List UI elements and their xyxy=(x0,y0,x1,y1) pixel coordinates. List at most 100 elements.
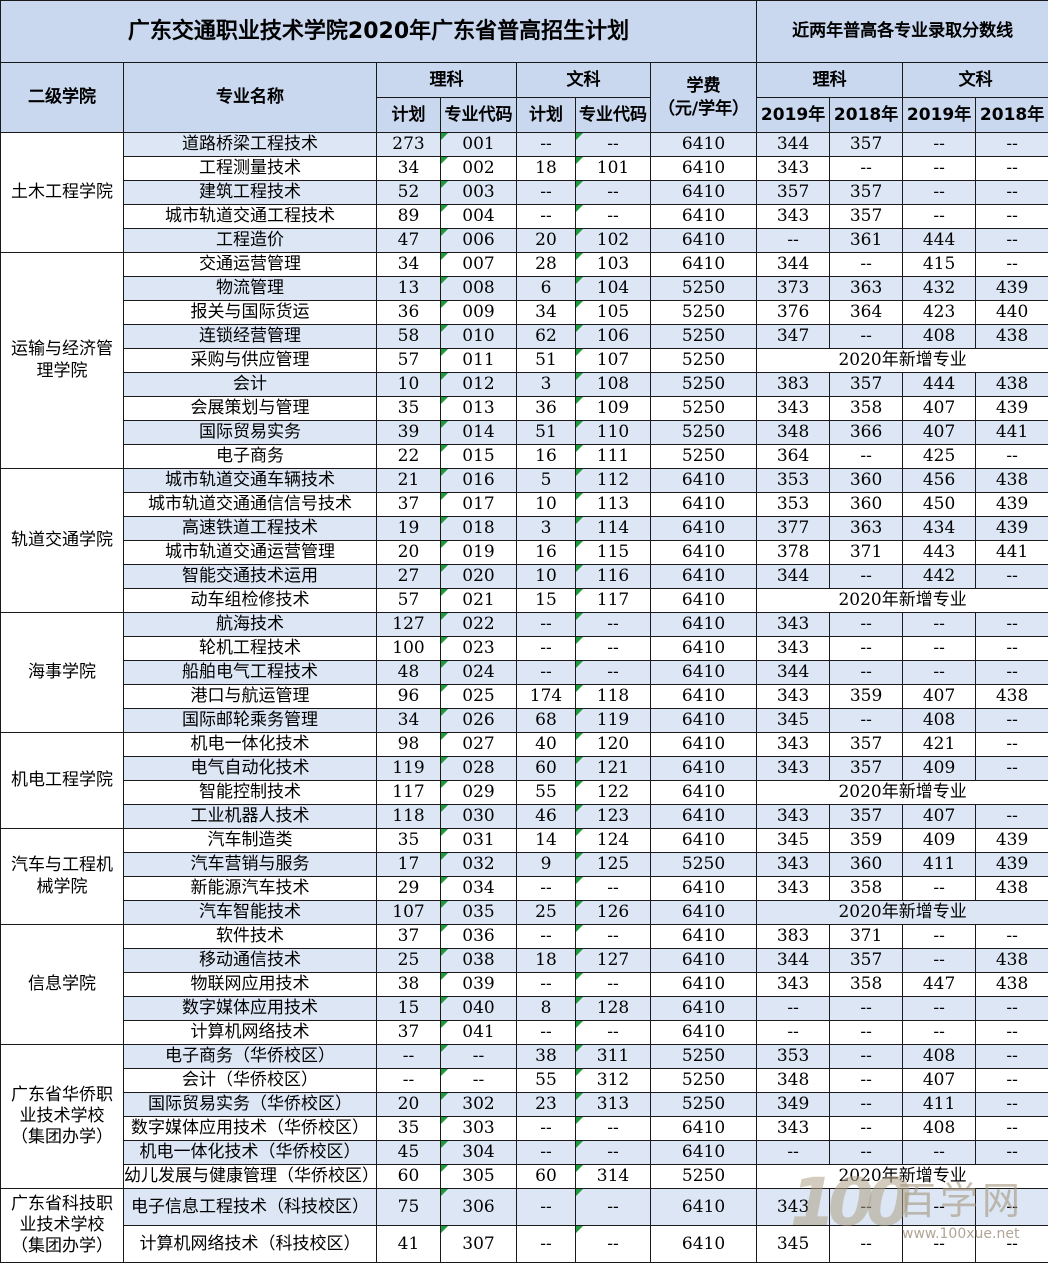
arts-header: 文科 xyxy=(516,62,651,98)
score-science-2019: 373 xyxy=(756,276,831,301)
score-arts-2019: -- xyxy=(902,1140,977,1165)
score-arts-header: 文科 xyxy=(902,62,1048,98)
table-row: 船舶电气工程技术 48 024 -- -- 6410 344 -- -- -- xyxy=(1,660,1048,685)
science-code: 025 xyxy=(440,684,517,709)
table-row: 工程测量技术 34 002 18 101 6410 343 -- -- -- xyxy=(1,156,1048,181)
tuition: 6410 xyxy=(649,252,758,277)
arts-code: 124 xyxy=(575,828,651,853)
score-science-2019: -- xyxy=(756,1140,831,1165)
score-arts-2018: 439 xyxy=(975,276,1048,301)
arts-plan: -- xyxy=(516,1140,576,1165)
science-code: 027 xyxy=(440,732,517,757)
arts-2019-header: 2019年 xyxy=(902,97,977,133)
table-row: 数字媒体应用技术（华侨校区） 35 303 -- -- 6410 343 -- 408 -- xyxy=(1,1116,1048,1141)
score-science-2018: -- xyxy=(829,252,904,277)
arts-code: -- xyxy=(575,972,651,997)
tuition: 6410 xyxy=(649,180,758,205)
arts-plan: 3 xyxy=(516,516,576,541)
arts-plan: 51 xyxy=(516,348,576,373)
tuition: 6410 xyxy=(649,588,758,613)
score-arts-2019: 444 xyxy=(902,228,977,253)
arts-code: -- xyxy=(575,1225,651,1263)
major-name: 城市轨道交通工程技术 xyxy=(123,204,377,229)
major-name: 机电一体化技术 xyxy=(123,732,377,757)
tuition: 6410 xyxy=(649,1225,758,1263)
major-name: 轮机工程技术 xyxy=(123,636,377,661)
science-plan: 273 xyxy=(376,132,441,157)
score-science-2018: -- xyxy=(829,156,904,181)
science-plan: 100 xyxy=(376,636,441,661)
college-name: 机电工程学院 xyxy=(0,732,124,829)
major-name: 城市轨道交通通信信号技术 xyxy=(123,492,377,517)
tuition-header: 学费 （元/学年） xyxy=(649,62,758,133)
science-plan: 48 xyxy=(376,660,441,685)
science-code: 017 xyxy=(440,492,517,517)
score-science-2018: 357 xyxy=(829,180,904,205)
score-science-2019: 348 xyxy=(756,420,831,445)
science-plan: 38 xyxy=(376,972,441,997)
arts-plan: 16 xyxy=(516,540,576,565)
major-header: 专业名称 xyxy=(123,62,377,133)
score-arts-2018: -- xyxy=(975,204,1048,229)
arts-code: 105 xyxy=(575,300,651,325)
major-name: 城市轨道交通车辆技术 xyxy=(123,468,377,493)
science-code: 009 xyxy=(440,300,517,325)
arts-code: 314 xyxy=(575,1164,651,1189)
score-arts-2019: 409 xyxy=(902,756,977,781)
major-name: 物流管理 xyxy=(123,276,377,301)
arts-plan: 14 xyxy=(516,828,576,853)
score-science-2018: 357 xyxy=(829,756,904,781)
science-code: 303 xyxy=(440,1116,517,1141)
arts-plan: -- xyxy=(516,612,576,637)
score-science-2019: 349 xyxy=(756,1092,831,1117)
arts-plan: 3 xyxy=(516,372,576,397)
score-arts-2018: -- xyxy=(975,252,1048,277)
table-row: 运输与经济管理学院 交通运营管理 34 007 28 103 6410 344 -- 415 -- xyxy=(0,252,1048,469)
science-code: 307 xyxy=(440,1225,517,1263)
score-arts-2019: -- xyxy=(902,924,977,949)
tuition: 6410 xyxy=(649,972,758,997)
arts-plan: 28 xyxy=(516,252,576,277)
arts-plan: 9 xyxy=(516,852,576,877)
science-code: 018 xyxy=(440,516,517,541)
score-science-2018: -- xyxy=(829,1092,904,1117)
science-code: 022 xyxy=(440,612,517,637)
score-arts-2018: -- xyxy=(975,132,1048,157)
major-name: 采购与供应管理 xyxy=(123,348,377,373)
tuition: 6410 xyxy=(649,1116,758,1141)
score-science-2018: -- xyxy=(829,612,904,637)
table-row: 汽车与工程机械学院 汽车制造类 35 031 14 124 6410 345 359 409 439 xyxy=(0,828,1048,925)
tuition: 6410 xyxy=(649,900,758,925)
major-name: 道路桥梁工程技术 xyxy=(123,132,377,157)
science-plan: 75 xyxy=(376,1188,441,1226)
tuition: 6410 xyxy=(649,204,758,229)
score-arts-2018: 438 xyxy=(975,372,1048,397)
science-plan: 19 xyxy=(376,516,441,541)
arts-code: -- xyxy=(575,660,651,685)
score-science-2018: -- xyxy=(829,444,904,469)
major-name: 城市轨道交通运营管理 xyxy=(123,540,377,565)
science-code: 021 xyxy=(440,588,517,613)
science-plan: 20 xyxy=(376,1092,441,1117)
arts-plan: 10 xyxy=(516,492,576,517)
arts-code: 313 xyxy=(575,1092,651,1117)
score-arts-2018: 441 xyxy=(975,540,1048,565)
table-row: 土木工程学院 道路桥梁工程技术 273 001 -- -- 6410 344 357 -- -- xyxy=(0,132,1048,253)
score-science-2019: 376 xyxy=(756,300,831,325)
tuition: 5250 xyxy=(649,1092,758,1117)
score-arts-2019: -- xyxy=(902,876,977,901)
new-major-note: 2020年新增专业 xyxy=(756,588,1048,613)
tuition: 6410 xyxy=(649,540,758,565)
major-name: 电子信息工程技术（科技校区） xyxy=(123,1188,377,1226)
science-code: 039 xyxy=(440,972,517,997)
table-row: 城市轨道交通通信信号技术 37 017 10 113 6410 353 360 450 439 xyxy=(1,492,1048,517)
score-science-2018: 360 xyxy=(829,852,904,877)
science-code: -- xyxy=(440,1044,517,1069)
science-plan: 47 xyxy=(376,228,441,253)
arts-plan: 60 xyxy=(516,756,576,781)
arts-plan: -- xyxy=(516,204,576,229)
score-science-2019: 343 xyxy=(756,972,831,997)
score-arts-2019: 407 xyxy=(902,684,977,709)
score-science-2019: 343 xyxy=(756,684,831,709)
